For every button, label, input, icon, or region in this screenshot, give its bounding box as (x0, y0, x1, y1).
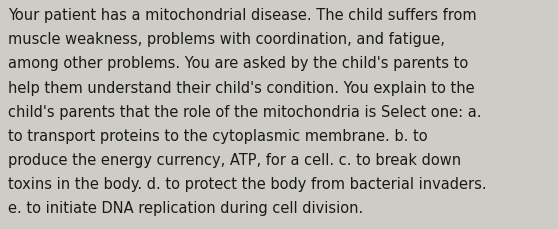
Text: e. to initiate DNA replication during cell division.: e. to initiate DNA replication during ce… (8, 200, 364, 215)
Text: produce the energy currency, ATP, for a cell. c. to break down: produce the energy currency, ATP, for a … (8, 152, 461, 167)
Text: muscle weakness, problems with coordination, and fatigue,: muscle weakness, problems with coordinat… (8, 32, 445, 47)
Text: among other problems. You are asked by the child's parents to: among other problems. You are asked by t… (8, 56, 469, 71)
Text: Your patient has a mitochondrial disease. The child suffers from: Your patient has a mitochondrial disease… (8, 8, 477, 23)
Text: toxins in the body. d. to protect the body from bacterial invaders.: toxins in the body. d. to protect the bo… (8, 176, 487, 191)
Text: to transport proteins to the cytoplasmic membrane. b. to: to transport proteins to the cytoplasmic… (8, 128, 428, 143)
Text: help them understand their child's condition. You explain to the: help them understand their child's condi… (8, 80, 475, 95)
Text: child's parents that the role of the mitochondria is Select one: a.: child's parents that the role of the mit… (8, 104, 482, 119)
